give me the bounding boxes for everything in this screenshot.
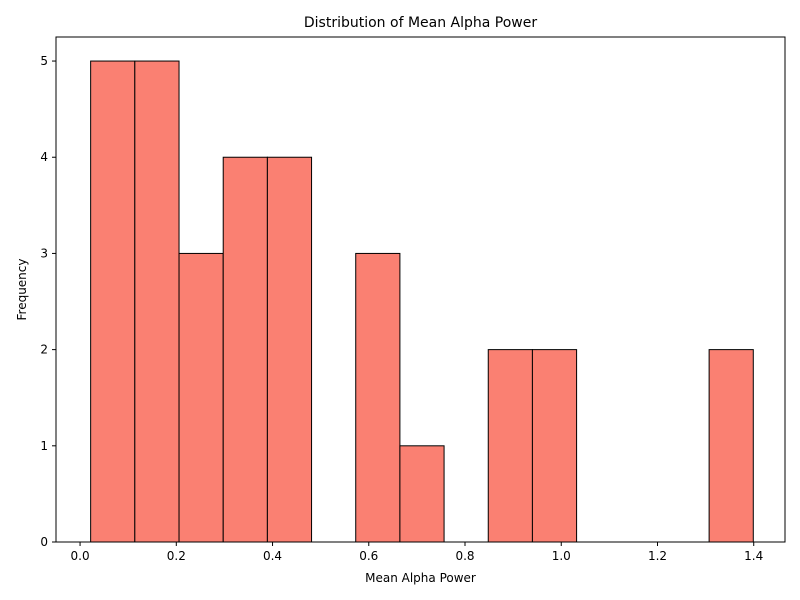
bars-group [90, 60, 754, 543]
y-tick-label: 0 [40, 535, 48, 549]
histogram-bar [531, 349, 578, 543]
x-tick-label: 1.2 [648, 549, 667, 563]
histogram-bar [90, 60, 136, 543]
x-axis-label: Mean Alpha Power [365, 571, 476, 585]
chart-title: Distribution of Mean Alpha Power [304, 15, 537, 31]
y-tick-label: 3 [40, 246, 48, 260]
histogram-bar [399, 445, 445, 543]
histogram-bar [487, 349, 533, 543]
x-tick-label: 0.0 [71, 549, 90, 563]
histogram-bar [266, 156, 313, 543]
x-tick-label: 0.8 [455, 549, 474, 563]
y-axis-label: Frequency [15, 259, 29, 321]
x-tick-label: 0.4 [263, 549, 282, 563]
y-ticks-group: 0 1 2 3 4 5 [40, 54, 56, 549]
histogram-bar [222, 156, 268, 543]
y-tick-label: 1 [40, 439, 48, 453]
x-ticks-group: 0.0 0.2 0.4 0.6 0.8 1.0 1.2 1.4 [71, 542, 763, 563]
x-tick-label: 1.4 [744, 549, 763, 563]
plot-frame [55, 36, 786, 543]
y-tick-label: 2 [40, 343, 48, 357]
x-tick-label: 0.6 [359, 549, 378, 563]
histogram-bar [708, 349, 754, 543]
y-tick-label: 5 [40, 54, 48, 68]
y-tick-label: 4 [40, 150, 48, 164]
histogram-bar [178, 252, 224, 543]
histogram-bar [134, 60, 180, 543]
x-tick-label: 1.0 [552, 549, 571, 563]
histogram-bar [355, 252, 401, 543]
x-tick-label: 0.2 [167, 549, 186, 563]
